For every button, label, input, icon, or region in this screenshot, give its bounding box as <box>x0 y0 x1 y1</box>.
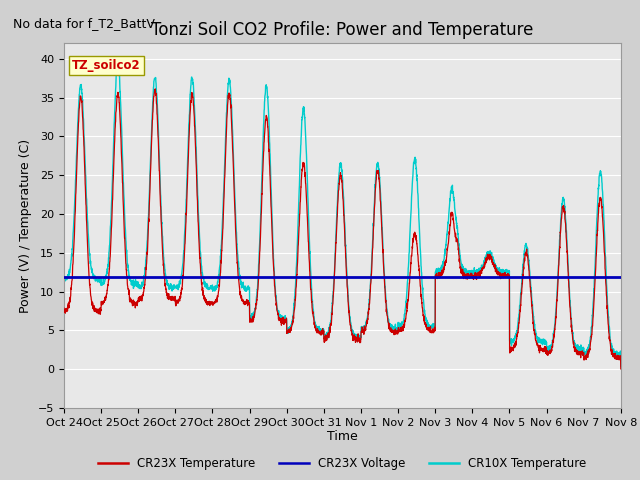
Legend: CR23X Temperature, CR23X Voltage, CR10X Temperature: CR23X Temperature, CR23X Voltage, CR10X … <box>93 453 591 475</box>
X-axis label: Time: Time <box>327 431 358 444</box>
Title: Tonzi Soil CO2 Profile: Power and Temperature: Tonzi Soil CO2 Profile: Power and Temper… <box>151 21 534 39</box>
Text: No data for f_T2_BattV: No data for f_T2_BattV <box>13 17 155 30</box>
Y-axis label: Power (V) / Temperature (C): Power (V) / Temperature (C) <box>19 139 33 312</box>
Text: TZ_soilco2: TZ_soilco2 <box>72 59 141 72</box>
